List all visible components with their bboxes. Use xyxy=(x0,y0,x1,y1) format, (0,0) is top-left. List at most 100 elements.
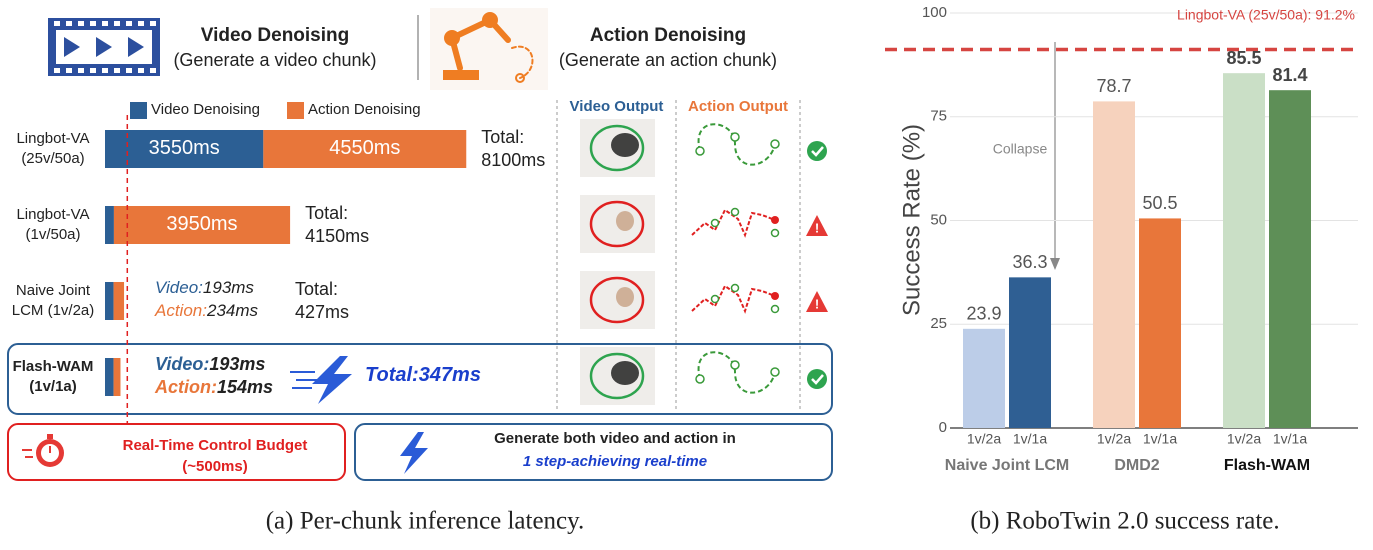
inline-number: 193ms xyxy=(209,354,266,374)
highlight-box xyxy=(7,343,833,415)
inline-value: Video:193ms xyxy=(155,354,265,375)
bar-segment xyxy=(263,130,467,168)
value-label: 3950ms xyxy=(166,213,238,235)
trajectory-point xyxy=(730,207,740,217)
failure-point xyxy=(771,292,779,300)
status-icon xyxy=(807,369,827,389)
caption: (b) RoboTwin 2.0 success rate. xyxy=(970,508,1279,535)
outcome-circle xyxy=(589,352,645,400)
inline-number: 193ms xyxy=(202,278,254,297)
value-label: 78.7 xyxy=(1096,76,1131,96)
legend-swatch xyxy=(287,102,304,119)
bar-segment xyxy=(113,206,291,244)
status-check xyxy=(811,374,824,385)
bar xyxy=(1139,218,1181,428)
category-label: Lingbot-VA (1v/50a) xyxy=(16,206,90,243)
header-title: Action Denoising xyxy=(589,25,747,46)
value-label: 3550ms xyxy=(148,137,220,159)
thumbnail-blob xyxy=(611,133,639,157)
group-label: Naive Joint LCM xyxy=(945,457,1069,474)
action-trajectory xyxy=(691,208,776,238)
bar-segment xyxy=(105,358,114,396)
inline-number: 234ms xyxy=(206,301,259,320)
y-tick-label: 0 xyxy=(939,419,947,436)
bar-segment xyxy=(105,130,264,168)
action-trajectory xyxy=(697,123,776,166)
thumbnail-blob xyxy=(611,361,639,385)
outcome-circle xyxy=(589,276,645,324)
reference-label: Lingbot-VA (25v/50a): 91.2% xyxy=(1177,7,1355,23)
inline-prefix: Action: xyxy=(155,377,217,397)
x-tick-label: 1v/2a xyxy=(1227,431,1261,447)
trajectory-point xyxy=(695,146,705,156)
stopwatch-icon xyxy=(22,434,64,467)
status-mark: ! xyxy=(815,220,819,235)
speed-lines xyxy=(290,371,318,389)
category-label: Naive Joint LCM (1v/2a) xyxy=(11,282,95,319)
thumbnail-blob xyxy=(616,287,634,307)
trajectory-point xyxy=(710,294,720,304)
annotation: Collapse xyxy=(993,141,1048,157)
trajectory-point xyxy=(770,304,780,314)
inline-value: Action:234ms xyxy=(155,301,258,321)
failure-point xyxy=(771,216,779,224)
header-title: Video Denoising xyxy=(200,25,350,46)
trajectory-point xyxy=(770,228,780,238)
robot-arm-icon xyxy=(430,8,548,90)
bar-segment xyxy=(113,282,125,320)
value-label: 4550ms xyxy=(329,137,401,159)
status-icon xyxy=(806,291,828,312)
bar xyxy=(1093,101,1135,429)
bar xyxy=(1009,277,1051,428)
trajectory-point xyxy=(730,132,740,142)
outcome-circle xyxy=(589,200,645,248)
y-tick-label: 100 xyxy=(922,4,947,21)
trajectory-point xyxy=(770,139,780,149)
y-axis-label: Success Rate (%) xyxy=(898,124,925,316)
status-icon xyxy=(806,215,828,236)
bar-segment xyxy=(105,282,114,320)
inline-value: Action:154ms xyxy=(155,377,273,398)
x-tick-label: 1v/1a xyxy=(1143,431,1177,447)
y-tick-label: 75 xyxy=(930,108,947,125)
column-header: Action Output xyxy=(688,98,788,115)
y-tick-label: 50 xyxy=(930,211,947,228)
x-tick-label: 1v/2a xyxy=(1097,431,1131,447)
lightning-icon xyxy=(400,432,428,474)
x-tick-label: 1v/2a xyxy=(967,431,1001,447)
trajectory-point xyxy=(695,374,705,384)
value-label: 85.5 xyxy=(1226,48,1261,68)
legend-swatch xyxy=(130,102,147,119)
group-label: Flash-WAM xyxy=(1224,457,1310,474)
bar xyxy=(963,328,1005,428)
value-label: 81.4 xyxy=(1272,65,1307,85)
inline-prefix: Video: xyxy=(155,278,203,297)
film-icon xyxy=(48,18,160,76)
budget-label: Real-Time Control Budget xyxy=(122,437,308,454)
total-label: Total: 427ms xyxy=(295,279,350,322)
total-label: Total:347ms xyxy=(365,364,481,386)
legend-label: Video Denoising xyxy=(151,101,260,118)
total-label: Total: 4150ms xyxy=(305,203,370,246)
category-label: Flash-WAM (1v/1a) xyxy=(12,358,94,395)
action-trajectory xyxy=(691,284,776,314)
legend-label: Action Denoising xyxy=(308,101,421,118)
trajectory-point xyxy=(770,367,780,377)
caption: (a) Per-chunk inference latency. xyxy=(266,508,585,535)
trajectory-point xyxy=(710,218,720,228)
inline-prefix: Action: xyxy=(155,301,207,320)
y-tick-label: 25 xyxy=(930,315,947,332)
value-label: 36.3 xyxy=(1012,252,1047,272)
status-check xyxy=(811,146,824,157)
inline-number: 154ms xyxy=(217,377,274,397)
status-icon xyxy=(807,141,827,161)
status-mark: ! xyxy=(815,296,819,311)
action-trajectory xyxy=(697,351,776,394)
bar-segment xyxy=(105,206,114,244)
arrow-head xyxy=(1050,258,1060,270)
thumbnail-blob xyxy=(616,211,634,231)
note-line: 1 step-achieving real-time xyxy=(522,453,708,470)
bar xyxy=(1223,73,1265,429)
